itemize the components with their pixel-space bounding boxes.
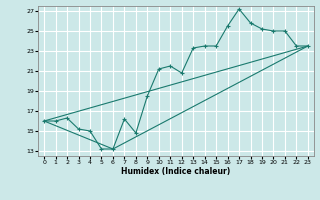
X-axis label: Humidex (Indice chaleur): Humidex (Indice chaleur)	[121, 167, 231, 176]
